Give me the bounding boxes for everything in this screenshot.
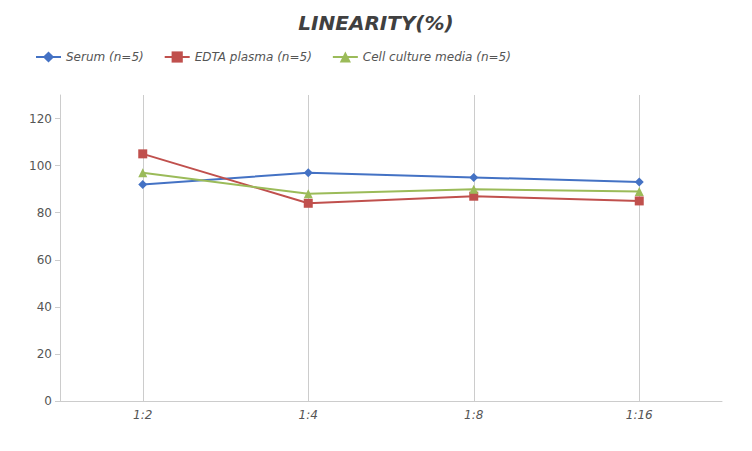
svg-text:1:16: 1:16 — [626, 408, 653, 422]
svg-text:120: 120 — [29, 112, 52, 126]
svg-text:60: 60 — [37, 253, 52, 267]
svg-text:20: 20 — [37, 347, 52, 361]
svg-text:80: 80 — [37, 206, 52, 220]
svg-text:Cell culture media (n=5): Cell culture media (n=5) — [363, 50, 511, 64]
svg-text:1:2: 1:2 — [133, 408, 152, 422]
svg-text:1:4: 1:4 — [299, 408, 318, 422]
svg-text:40: 40 — [37, 300, 52, 314]
svg-text:Serum (n=5): Serum (n=5) — [66, 50, 144, 64]
svg-text:100: 100 — [29, 159, 52, 173]
svg-text:EDTA plasma (n=5): EDTA plasma (n=5) — [195, 50, 312, 64]
svg-text:LINEARITY(%): LINEARITY(%) — [298, 11, 453, 35]
svg-text:0: 0 — [44, 394, 52, 408]
svg-text:1:8: 1:8 — [464, 408, 484, 422]
